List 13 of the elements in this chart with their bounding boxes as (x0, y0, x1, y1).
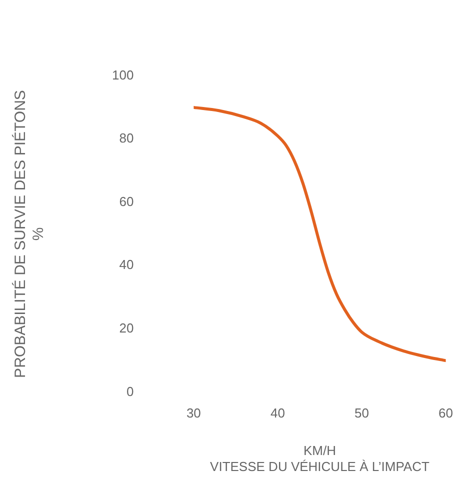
y-tick-label: 60 (119, 194, 134, 209)
x-axis-title: KM/H VITESSE DU VÉHICULE À L’IMPACT (210, 443, 430, 474)
y-tick-label: 20 (119, 320, 134, 336)
y-tick-label: 40 (119, 257, 134, 272)
x-tick-label: 60 (438, 406, 454, 421)
x-tick-label: 50 (354, 406, 369, 421)
y-tick-label: 100 (112, 67, 134, 82)
x-tick-label: 40 (270, 406, 285, 421)
y-tick-label: 0 (126, 384, 134, 399)
line-series (194, 106, 446, 362)
y-axis-title: PROBABILITÉ DE SURVIE DES PIÉTONS % (11, 90, 48, 378)
y-tick-label: 80 (119, 130, 134, 146)
x-tick-label: 30 (186, 406, 201, 421)
